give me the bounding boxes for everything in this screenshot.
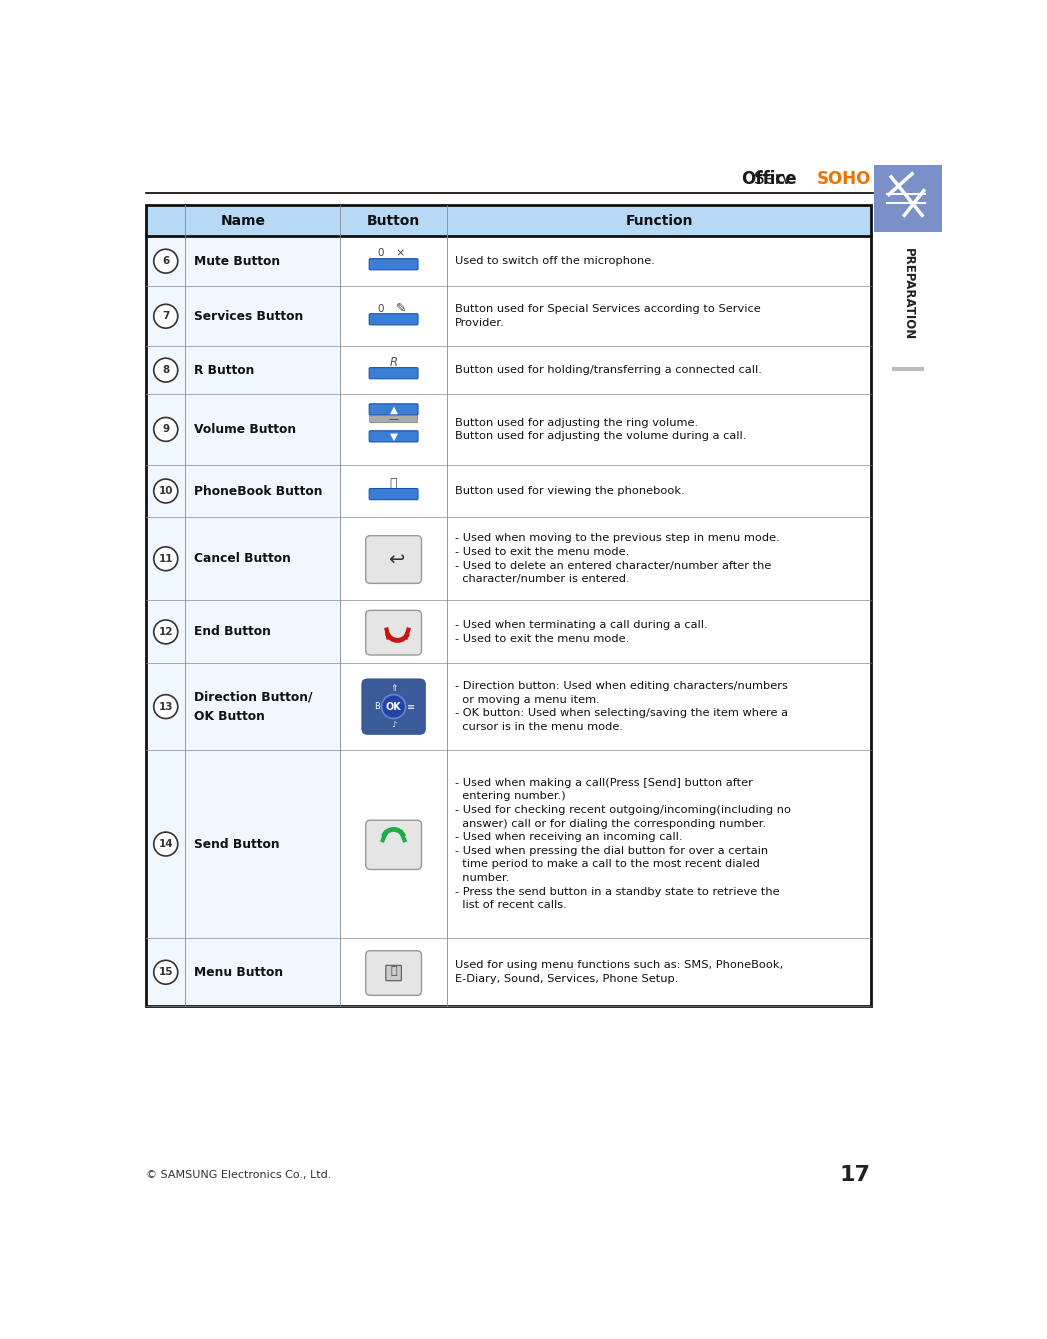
Text: Direction Button/: Direction Button/ — [195, 690, 313, 703]
Text: SOHO: SOHO — [817, 170, 871, 187]
FancyBboxPatch shape — [365, 536, 422, 584]
Text: 8: 8 — [162, 366, 170, 375]
Text: - Used when moving to the previous step in menu mode.
- Used to exit the menu mo: - Used when moving to the previous step … — [454, 533, 780, 584]
FancyBboxPatch shape — [365, 821, 422, 869]
Text: 13: 13 — [158, 702, 173, 711]
Text: OK: OK — [385, 702, 401, 711]
Text: Menu Button: Menu Button — [195, 965, 284, 979]
Text: Function: Function — [625, 214, 693, 228]
Text: Services Button: Services Button — [195, 309, 304, 323]
Text: 10: 10 — [158, 486, 173, 495]
Text: Volume Button: Volume Button — [195, 423, 296, 437]
Text: 0: 0 — [377, 304, 383, 313]
Text: 17: 17 — [840, 1165, 871, 1185]
Text: ↩: ↩ — [388, 549, 405, 568]
Circle shape — [154, 249, 178, 273]
Text: ⨯: ⨯ — [395, 249, 404, 258]
Text: Button: Button — [367, 214, 420, 228]
Text: OK Button: OK Button — [195, 710, 265, 723]
Text: 9: 9 — [162, 424, 170, 434]
Circle shape — [154, 359, 178, 382]
FancyBboxPatch shape — [370, 415, 418, 423]
FancyBboxPatch shape — [362, 679, 425, 734]
Text: 0: 0 — [377, 249, 383, 258]
FancyBboxPatch shape — [370, 258, 418, 270]
FancyBboxPatch shape — [370, 489, 418, 499]
Circle shape — [381, 695, 405, 719]
Text: 6: 6 — [162, 256, 170, 266]
FancyBboxPatch shape — [370, 313, 418, 325]
Circle shape — [154, 418, 178, 442]
Text: 11: 11 — [158, 554, 173, 564]
Text: ▲: ▲ — [389, 404, 398, 414]
Bar — [874, 165, 942, 232]
Circle shape — [154, 695, 178, 719]
Circle shape — [154, 832, 178, 856]
Circle shape — [154, 304, 178, 328]
Text: 15: 15 — [158, 967, 173, 977]
Bar — [147, 236, 340, 1006]
FancyBboxPatch shape — [370, 404, 418, 415]
Text: Name: Name — [221, 214, 266, 228]
Bar — [147, 205, 871, 1006]
Circle shape — [154, 479, 178, 503]
Text: © SAMSUNG Electronics Co., Ltd.: © SAMSUNG Electronics Co., Ltd. — [147, 1170, 332, 1180]
Text: ⇑: ⇑ — [389, 684, 398, 694]
Text: - Used when making a call(Press [Send] button after
  entering number.)
- Used f: - Used when making a call(Press [Send] b… — [454, 778, 790, 911]
Text: Send Button: Send Button — [195, 838, 280, 850]
Text: ≡: ≡ — [406, 702, 415, 711]
FancyBboxPatch shape — [365, 611, 422, 655]
Text: Button used for holding/transferring a connected call.: Button used for holding/transferring a c… — [454, 366, 762, 375]
Text: Used for using menu functions such as: SMS, PhoneBook,
E-Diary, Sound, Services,: Used for using menu functions such as: S… — [454, 960, 783, 984]
Text: ⎙: ⎙ — [391, 965, 397, 976]
Text: Mute Button: Mute Button — [195, 254, 281, 268]
FancyBboxPatch shape — [370, 431, 418, 442]
Text: Office: Office — [741, 170, 797, 187]
Text: B: B — [375, 702, 380, 711]
Text: PhoneBook Button: PhoneBook Button — [195, 485, 322, 498]
FancyBboxPatch shape — [365, 951, 422, 995]
Text: - Direction button: Used when editing characters/numbers
  or moving a menu item: - Direction button: Used when editing ch… — [454, 682, 787, 732]
Circle shape — [154, 960, 178, 984]
Text: - Used when terminating a call during a call.
- Used to exit the menu mode.: - Used when terminating a call during a … — [454, 620, 708, 644]
Circle shape — [154, 620, 178, 644]
FancyBboxPatch shape — [386, 965, 401, 980]
Text: —: — — [388, 414, 399, 424]
Text: 12: 12 — [158, 627, 173, 637]
Text: Cancel Button: Cancel Button — [195, 552, 291, 565]
Text: PREPARATION: PREPARATION — [901, 248, 915, 340]
Text: Button used for Special Services according to Service
Provider.: Button used for Special Services accordi… — [454, 304, 760, 328]
Text: Used to switch off the microphone.: Used to switch off the microphone. — [454, 256, 654, 266]
Circle shape — [154, 546, 178, 570]
Text: ▼: ▼ — [389, 431, 398, 442]
Text: Button used for viewing the phonebook.: Button used for viewing the phonebook. — [454, 486, 685, 495]
Text: Serv: Serv — [754, 170, 797, 187]
Text: End Button: End Button — [195, 625, 271, 639]
Text: 14: 14 — [158, 840, 173, 849]
Bar — [147, 205, 871, 236]
Text: ⎕: ⎕ — [389, 477, 398, 490]
Text: ✎: ✎ — [396, 303, 406, 315]
Text: ♪: ♪ — [391, 720, 396, 728]
Text: 7: 7 — [162, 311, 170, 321]
FancyBboxPatch shape — [370, 368, 418, 379]
Text: R: R — [389, 356, 398, 370]
Text: Button used for adjusting the ring volume.
Button used for adjusting the volume : Button used for adjusting the ring volum… — [454, 418, 747, 442]
Text: R Button: R Button — [195, 364, 254, 376]
